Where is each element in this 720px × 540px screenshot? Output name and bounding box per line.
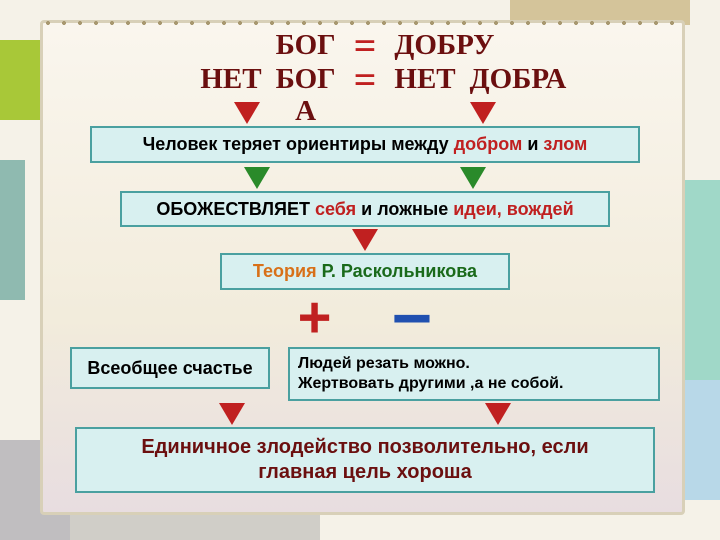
arrow-down-icon <box>244 167 270 189</box>
eq2-left-a: НЕТ <box>200 64 261 96</box>
outcomes-row: Всеобщее счастье Людей резать можно. Жер… <box>70 347 660 401</box>
arrow-down-icon <box>460 167 486 189</box>
text-line-2: Жертвовать другими ,а не собой. <box>298 374 650 394</box>
plus-icon: + <box>298 298 332 339</box>
text-line-1: Людей резать можно. <box>298 354 650 374</box>
text-zlom: злом <box>543 134 587 154</box>
eq2-left-b: БОГ А <box>276 64 336 96</box>
text: и ложные <box>356 199 453 219</box>
eq2-sign: = <box>354 64 377 96</box>
arrow-down-icon <box>470 102 496 124</box>
eq1-left: БОГ <box>276 30 336 62</box>
eq1-right: ДОБРУ <box>394 30 494 62</box>
eq2-left-b-suffix: А <box>295 96 316 128</box>
box-conclusion: Единичное злодейство позволительно, если… <box>75 427 655 493</box>
diagram-content: БОГ = ДОБРУ НЕТ БОГ А = НЕТ ДОБРА <box>55 30 675 510</box>
eq2-right-a: НЕТ <box>394 64 455 96</box>
eq2-right-b: ДОБРА <box>470 64 567 96</box>
box-orientiry: Человек теряет ориентиры между добром и … <box>90 126 640 163</box>
arrows-bottom <box>219 403 511 425</box>
text-raskolnikov: Р. Раскольникова <box>317 261 477 281</box>
arrows-1 <box>234 102 496 124</box>
box-obozhestvlyaet: ОБОЖЕСТВЛЯЕТ себя и ложные идеи, вождей <box>120 191 610 228</box>
arrow-down-icon <box>219 403 245 425</box>
arrows-2 <box>244 167 486 189</box>
text-dobrom: добром <box>454 134 523 154</box>
arrow-down-icon <box>234 102 260 124</box>
minus-icon: − <box>391 294 432 343</box>
arrow-down-icon <box>485 403 511 425</box>
conclusion-line-2: главная цель хороша <box>87 460 643 485</box>
box-teoriya: Теория Р. Раскольникова <box>220 253 510 290</box>
box-rezat: Людей резать можно. Жертвовать другими ,… <box>288 347 660 401</box>
text-sebya: себя <box>315 199 356 219</box>
text: Человек теряет ориентиры между <box>143 134 454 154</box>
eq2-left-b-stem: БОГ <box>276 63 336 95</box>
text-idei: идеи, вождей <box>453 199 573 219</box>
plus-minus: + − <box>298 294 433 343</box>
conclusion-line-1: Единичное злодейство позволительно, если <box>87 435 643 460</box>
text: ОБОЖЕСТВЛЯЕТ <box>156 199 315 219</box>
box-schastye: Всеобщее счастье <box>70 347 270 390</box>
equations: БОГ = ДОБРУ НЕТ БОГ А = НЕТ ДОБРА <box>55 30 675 98</box>
arrow-down-icon <box>352 229 378 251</box>
text-teoriya: Теория <box>253 261 317 281</box>
equation-2: НЕТ БОГ А = НЕТ ДОБРА <box>55 64 675 96</box>
text: и <box>522 134 543 154</box>
